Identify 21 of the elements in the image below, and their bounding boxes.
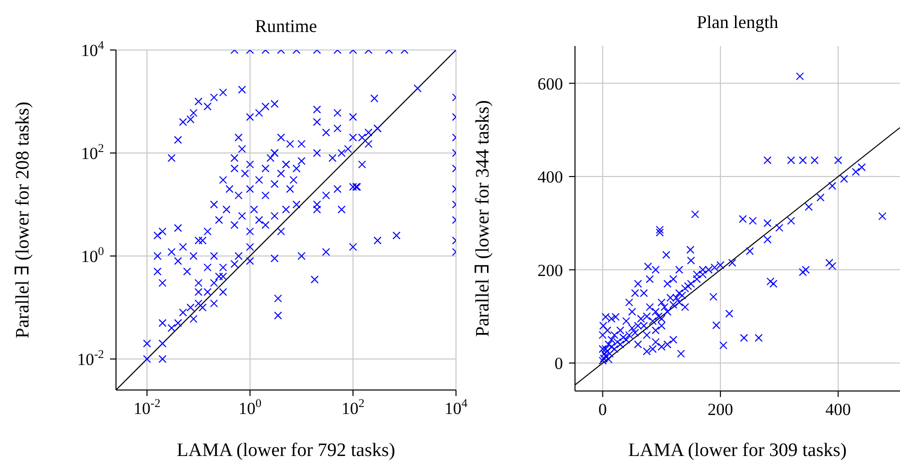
x-axis-title: LAMA (lower for 792 tasks): [176, 440, 396, 461]
y-tick-label: 10$^{4}$: [81, 38, 104, 60]
y-tick-label: 600: [538, 74, 563, 94]
x-axis-title: LAMA (lower for 309 tasks): [628, 440, 847, 461]
y-axis-title: Parallel ∃ (lower for 208 tasks): [12, 102, 34, 338]
y-tick-label: 0: [554, 354, 563, 374]
x-tick-label: 200: [708, 400, 734, 419]
y-axis-title: Parallel ∃ (lower for 344 tasks): [472, 100, 494, 337]
y-tick-label: 10$^{2}$: [81, 141, 104, 163]
x-tick-label: 10$^{0}$: [238, 396, 262, 418]
x-tick-label: 10$^{-2}$: [134, 396, 161, 418]
y-tick-label: 10$^{0}$: [81, 244, 104, 266]
y-tick-label: 400: [538, 168, 563, 187]
x-tick-label: 400: [825, 400, 851, 419]
x-tick-label: 10$^{2}$: [342, 396, 365, 418]
chart-title: Runtime: [254, 16, 318, 37]
chart-title: Plan length: [696, 12, 780, 33]
y-tick-label: 10$^{-2}$: [77, 346, 104, 369]
x-tick-label: 10$^{4}$: [444, 396, 468, 418]
x-tick-label: 0: [598, 400, 607, 419]
y-tick-label: 200: [538, 260, 563, 280]
